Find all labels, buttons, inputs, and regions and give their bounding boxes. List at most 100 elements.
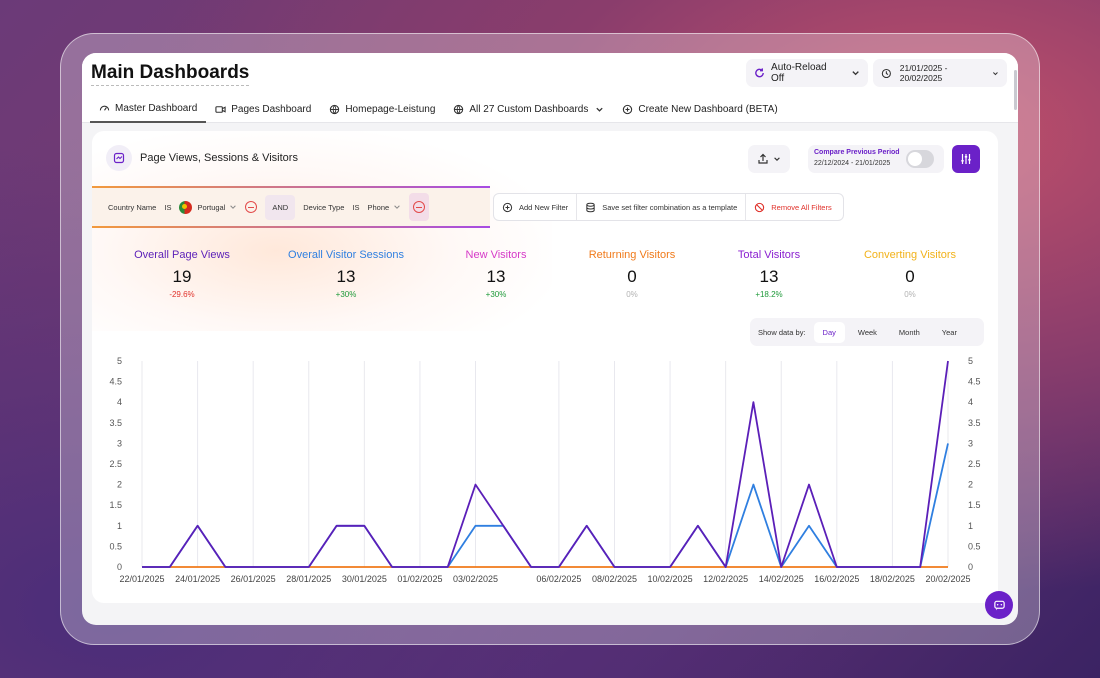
tab-create-dashboard[interactable]: Create New Dashboard (BETA) bbox=[613, 97, 786, 123]
remove-all-filters-button[interactable]: Remove All Filters bbox=[746, 194, 839, 220]
tab-homepage-leistung[interactable]: Homepage-Leistung bbox=[320, 97, 444, 123]
metric-value: 19 bbox=[172, 267, 192, 286]
show-by-month[interactable]: Month bbox=[898, 327, 920, 337]
remove-filter-button[interactable] bbox=[409, 193, 430, 221]
y-tick-label-left: 5 bbox=[117, 356, 122, 366]
pages-icon bbox=[215, 106, 226, 113]
chevron-down-icon bbox=[394, 205, 400, 209]
scrollbar[interactable] bbox=[1014, 70, 1017, 110]
compare-range: 22/12/2024 - 21/01/2025 bbox=[814, 160, 891, 167]
compare-toggle[interactable] bbox=[906, 150, 934, 168]
show-by-label: Show data by: bbox=[758, 327, 806, 337]
y-tick-label-left: 2.5 bbox=[109, 459, 122, 469]
remove-filter-icon[interactable] bbox=[245, 201, 258, 213]
filter-operator[interactable]: IS bbox=[352, 202, 360, 212]
portugal-flag-icon bbox=[179, 200, 193, 214]
x-tick-label: 10/02/2025 bbox=[648, 574, 693, 584]
filter-value[interactable]: Portugal bbox=[179, 200, 237, 214]
y-tick-label-right: 5 bbox=[968, 356, 973, 366]
show-data-by: Show data by: Day Week Month Year bbox=[750, 318, 984, 346]
series-line bbox=[142, 443, 949, 568]
metric-label: Total Visitors bbox=[737, 249, 801, 261]
share-icon bbox=[758, 153, 768, 164]
chat-button[interactable] bbox=[985, 591, 1013, 619]
filter-field[interactable]: Country Name bbox=[108, 202, 157, 212]
metric-label: New Visitors bbox=[465, 249, 527, 261]
chevron-down-icon bbox=[596, 107, 603, 112]
plus-circle-icon bbox=[623, 104, 633, 115]
dashboard-tabs: Master Dashboard Pages Dashboard Homepag… bbox=[82, 97, 1018, 123]
x-tick-label: 01/02/2025 bbox=[397, 574, 442, 584]
y-tick-label-right: 4.5 bbox=[968, 377, 981, 387]
y-tick-label-right: 3 bbox=[968, 438, 973, 448]
y-tick-label-left: 4.5 bbox=[109, 377, 122, 387]
sliders-icon bbox=[961, 154, 971, 164]
database-icon bbox=[586, 202, 595, 212]
chart-settings-button[interactable] bbox=[952, 145, 980, 173]
chevron-down-icon bbox=[230, 205, 237, 209]
chart-icon[interactable] bbox=[106, 145, 132, 171]
series-line bbox=[142, 360, 949, 568]
card-title: Page Views, Sessions & Visitors bbox=[140, 152, 298, 164]
show-by-day[interactable]: Day bbox=[813, 321, 845, 343]
tab-label: Create New Dashboard (BETA) bbox=[638, 104, 778, 115]
page-views-card: Page Views, Sessions & Visitors Compare … bbox=[92, 131, 998, 603]
x-tick-label: 12/02/2025 bbox=[703, 574, 748, 584]
line-chart: 0 0 0.5 0.5 1 1 1.5 1.5 2 2 2.5 2.5 3 3 3.5 3.5 4 4 4.5 4.5… bbox=[109, 356, 981, 584]
compare-previous-period: Compare Previous Period 22/12/2024 - 21/… bbox=[808, 145, 944, 173]
auto-reload-label: Auto-Reload Off bbox=[771, 62, 827, 84]
metric-new-visitors: New Visitors 13 +30% bbox=[426, 249, 566, 299]
save-template-label: Save set filter combination as a templat… bbox=[602, 202, 738, 212]
metric-change: 0% bbox=[904, 290, 916, 299]
metric-label: Converting Visitors bbox=[863, 249, 957, 261]
metric-change: +30% bbox=[485, 290, 507, 299]
show-by-year[interactable]: Year bbox=[941, 327, 957, 337]
x-tick-label: 03/02/2025 bbox=[453, 574, 498, 584]
filter-operator[interactable]: IS bbox=[164, 202, 172, 212]
y-tick-label-right: 0.5 bbox=[968, 541, 981, 551]
add-filter-button[interactable]: Add New Filter bbox=[494, 194, 578, 220]
filter-value[interactable]: Phone bbox=[367, 203, 401, 212]
x-tick-label: 16/02/2025 bbox=[814, 574, 859, 584]
x-tick-label: 20/02/2025 bbox=[925, 574, 970, 584]
metric-change: 0% bbox=[626, 290, 638, 299]
show-by-week[interactable]: Week bbox=[857, 327, 877, 337]
globe-icon bbox=[330, 104, 340, 115]
metric-value: 0 bbox=[905, 267, 915, 286]
filter-actions: Add New Filter Save set filter combinati… bbox=[493, 193, 844, 221]
chevron-down-icon bbox=[852, 71, 859, 76]
y-tick-label-left: 3.5 bbox=[109, 418, 122, 428]
remove-filter-icon bbox=[413, 201, 426, 213]
plus-circle-icon bbox=[502, 202, 513, 212]
y-tick-label-left: 0.5 bbox=[109, 541, 122, 551]
tab-custom-dashboards[interactable]: All 27 Custom Dashboards bbox=[444, 97, 613, 123]
app-window: Main Dashboards Auto-Reload Off 21/01/20… bbox=[82, 53, 1018, 625]
compare-label: Compare Previous Period bbox=[814, 149, 900, 156]
tab-pages-dashboard[interactable]: Pages Dashboard bbox=[206, 97, 320, 123]
date-range-picker[interactable]: 21/01/2025 - 20/02/2025 bbox=[873, 59, 1007, 87]
tab-label: Homepage-Leistung bbox=[345, 104, 436, 115]
tab-master-dashboard[interactable]: Master Dashboard bbox=[90, 97, 207, 123]
y-tick-label-left: 1.5 bbox=[109, 500, 122, 510]
y-tick-label-left: 3 bbox=[117, 438, 122, 448]
y-tick-label-right: 3.5 bbox=[968, 418, 981, 428]
save-template-button[interactable]: Save set filter combination as a templat… bbox=[577, 194, 747, 220]
filter-joiner[interactable]: AND bbox=[265, 194, 296, 220]
metrics-row: Overall Page Views 19 -29.6% Overall Vis… bbox=[92, 249, 998, 309]
x-tick-label: 28/01/2025 bbox=[286, 574, 331, 584]
metric-value: 13 bbox=[759, 267, 779, 286]
x-tick-label: 08/02/2025 bbox=[592, 574, 637, 584]
x-tick-label: 30/01/2025 bbox=[342, 574, 387, 584]
metric-returning-visitors: Returning Visitors 0 0% bbox=[562, 249, 702, 299]
card-header: Page Views, Sessions & Visitors bbox=[106, 145, 298, 171]
y-tick-label-right: 2.5 bbox=[968, 459, 981, 469]
filter-field[interactable]: Device Type bbox=[303, 202, 345, 212]
y-tick-label-right: 1.5 bbox=[968, 500, 981, 510]
metric-converting-visitors: Converting Visitors 0 0% bbox=[840, 249, 980, 299]
export-button[interactable] bbox=[748, 145, 790, 173]
metric-page-views: Overall Page Views 19 -29.6% bbox=[112, 249, 252, 299]
y-tick-label-left: 0 bbox=[117, 562, 122, 572]
tab-label: Pages Dashboard bbox=[231, 104, 312, 115]
auto-reload-button[interactable]: Auto-Reload Off bbox=[746, 59, 868, 87]
metric-label: Returning Visitors bbox=[588, 249, 676, 261]
